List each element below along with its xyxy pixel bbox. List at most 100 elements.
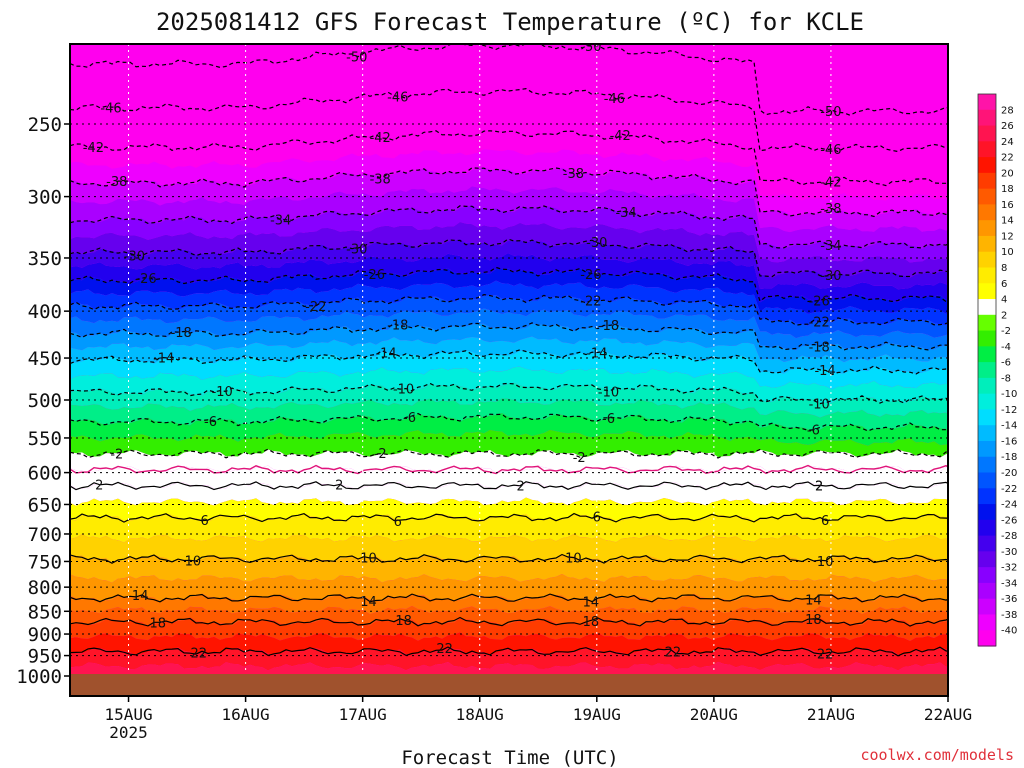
y-tick-label: 600 (28, 463, 62, 485)
colorbar-label: -6 (1001, 358, 1011, 369)
y-tick-label: 700 (28, 524, 62, 546)
temperature-band (70, 513, 948, 543)
colorbar-label: -16 (1001, 437, 1017, 448)
contour-line--18 (70, 322, 948, 351)
colorbar-label: -2 (1001, 326, 1011, 337)
colorbar-swatch (978, 94, 996, 111)
contour-label: -38 (106, 175, 127, 190)
colorbar-label: -32 (1001, 563, 1017, 574)
colorbar-label: -22 (1001, 484, 1017, 495)
colorbar-label: -8 (1001, 373, 1011, 384)
colorbar-frame (977, 93, 997, 647)
colorbar-label: 14 (1001, 216, 1014, 227)
contour-label: -46 (604, 92, 625, 107)
credit-link[interactable]: coolwx.com/models (860, 746, 1014, 764)
colorbar-swatch (978, 362, 996, 379)
temperature-band (70, 44, 948, 115)
colorbar-swatch (978, 551, 996, 568)
contour-label: -26 (809, 295, 830, 310)
contour-label: -6 (204, 415, 217, 430)
x-tick-label: 21AUG (807, 705, 855, 724)
temperature-band (70, 413, 948, 446)
contour-label: -22 (809, 315, 830, 330)
contour-label: -46 (100, 101, 121, 116)
contour-label: -6 (602, 412, 615, 427)
temperature-band (70, 167, 948, 233)
colorbar-label: 18 (1001, 184, 1014, 195)
temperature-band (70, 617, 948, 641)
temperature-band (70, 429, 948, 458)
colorbar-label: 2 (1001, 310, 1007, 321)
y-tick-label: 350 (28, 248, 62, 270)
temperature-band (70, 110, 948, 186)
contour-line--46 (70, 87, 948, 153)
temperature-band (70, 632, 948, 656)
contour-line--38 (70, 167, 948, 218)
colorbar-label: -36 (1001, 594, 1017, 605)
contour-label: 10 (817, 555, 834, 570)
contour-label: 22 (817, 648, 834, 663)
y-tick-label: 800 (28, 577, 62, 599)
colorbar-label: 12 (1001, 231, 1014, 242)
temperature-band (70, 465, 948, 490)
colorbar-swatch (978, 157, 996, 174)
contour-label: 2 (95, 479, 103, 494)
contour-label: -42 (83, 141, 104, 156)
colorbar-swatch (978, 299, 996, 316)
colorbar-label: -34 (1001, 578, 1017, 589)
contour-line--2 (70, 448, 948, 459)
contour-label: -42 (370, 131, 391, 146)
colorbar-swatch (978, 409, 996, 426)
colorbar-swatch (978, 314, 996, 332)
contour-label: 14 (805, 593, 822, 608)
contour-line-22 (70, 646, 948, 657)
temperature-band (70, 268, 948, 314)
contour-label: -30 (820, 269, 841, 284)
contour-line--42 (70, 130, 948, 187)
contour-label: -38 (370, 172, 391, 187)
colorbar-label: -20 (1001, 468, 1017, 479)
colorbar-swatch (978, 172, 996, 190)
colorbar-label: -14 (1001, 421, 1017, 432)
contour-label: -34 (820, 239, 841, 254)
colorbar-label: 24 (1001, 137, 1014, 148)
colorbar-swatch (978, 235, 996, 253)
plot-frame (69, 43, 949, 697)
contour-label: -46 (820, 143, 841, 158)
contour-label: 2 (517, 480, 525, 495)
colorbar-swatch (978, 109, 996, 127)
colorbar-swatch (978, 283, 996, 300)
colorbar-swatch (978, 630, 996, 647)
chart-title: 2025081412 GFS Forecast Temperature (ºC)… (156, 8, 864, 36)
temperature-band (70, 280, 948, 326)
colorbar-label: 4 (1001, 295, 1007, 306)
contour-line-6 (70, 512, 948, 523)
colorbar-swatch (978, 519, 996, 537)
colorbar-label: 26 (1001, 121, 1014, 132)
colorbar-swatch (978, 393, 996, 411)
y-tick-label: 550 (28, 428, 62, 450)
temperature-band (70, 647, 948, 671)
colorbar-label: 10 (1001, 247, 1014, 258)
contour-label: -50 (820, 105, 841, 120)
contour-label: -50 (580, 40, 601, 55)
y-tick-label: 400 (28, 301, 62, 323)
colorbar-swatch (978, 330, 996, 347)
contour-label: 10 (565, 551, 582, 566)
grid-lines (70, 44, 948, 696)
colorbar-label: -10 (1001, 389, 1017, 400)
contour-label: 22 (436, 642, 453, 657)
colorbar-swatch (978, 598, 996, 616)
x-tick-label: 17AUG (339, 705, 387, 724)
temperature-band (70, 88, 948, 169)
temperature-band (70, 574, 948, 602)
contour-label: 6 (593, 510, 601, 525)
colorbar-swatch (978, 346, 996, 363)
temperature-band (70, 308, 948, 351)
colorbar-label: -40 (1001, 626, 1017, 637)
temperature-band (70, 65, 948, 152)
x-tick-label: 22AUG (924, 705, 972, 724)
colorbar-swatch (978, 567, 996, 584)
contour-label: -6 (403, 411, 416, 426)
colorbar-legend: 28 26 24 22 20 18 16 14 12 10 8 6 4 2 -2 -4 -6 -8 -10 -12 -1… (977, 93, 1017, 647)
